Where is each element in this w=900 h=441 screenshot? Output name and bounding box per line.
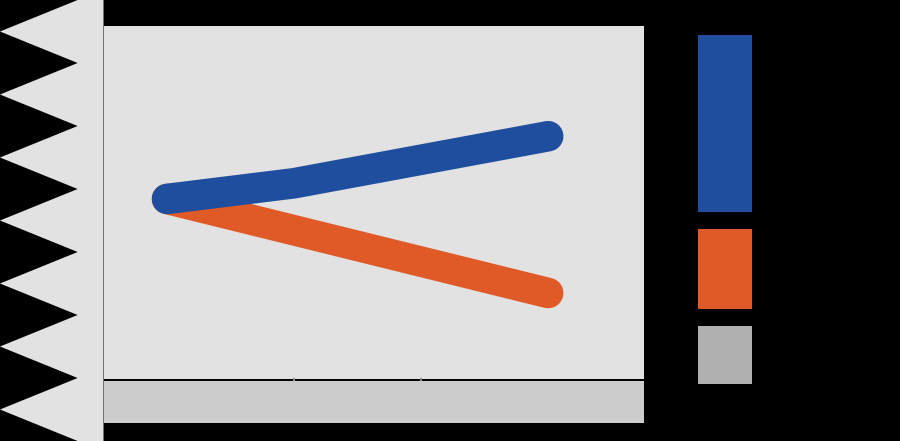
Polygon shape [0,0,104,441]
Text: % Don't know/
refused: % Don't know/ refused [760,342,861,373]
Text: % Oppose
tax relief: % Oppose tax relief [760,258,830,289]
Text: % Support
tax relief: % Support tax relief [760,108,833,139]
